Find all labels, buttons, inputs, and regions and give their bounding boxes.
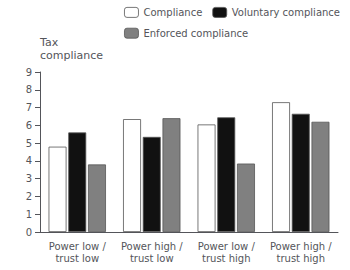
svg-text:6: 6 bbox=[26, 120, 32, 131]
svg-text:Compliance: Compliance bbox=[143, 7, 202, 18]
svg-text:1: 1 bbox=[26, 209, 32, 220]
svg-text:trust high: trust high bbox=[202, 253, 250, 264]
svg-text:Enforced compliance: Enforced compliance bbox=[143, 28, 248, 39]
svg-text:Tax: Tax bbox=[39, 36, 59, 49]
svg-text:8: 8 bbox=[26, 84, 32, 95]
svg-text:9: 9 bbox=[26, 67, 32, 78]
svg-text:4: 4 bbox=[26, 155, 32, 166]
svg-text:3: 3 bbox=[26, 173, 32, 184]
svg-text:Power high /: Power high / bbox=[270, 241, 332, 252]
svg-text:trust low: trust low bbox=[55, 253, 99, 264]
svg-text:7: 7 bbox=[26, 102, 32, 113]
svg-text:Power high /: Power high / bbox=[121, 241, 183, 252]
svg-text:0: 0 bbox=[26, 227, 32, 238]
svg-text:trust high: trust high bbox=[277, 253, 325, 264]
svg-text:5: 5 bbox=[26, 138, 32, 149]
svg-text:trust low: trust low bbox=[130, 253, 174, 264]
svg-text:Power low /: Power low / bbox=[49, 241, 107, 252]
svg-text:2: 2 bbox=[26, 191, 32, 202]
svg-text:Power low /: Power low / bbox=[198, 241, 256, 252]
svg-text:compliance: compliance bbox=[40, 49, 103, 62]
svg-text:Voluntary compliance: Voluntary compliance bbox=[232, 7, 340, 18]
